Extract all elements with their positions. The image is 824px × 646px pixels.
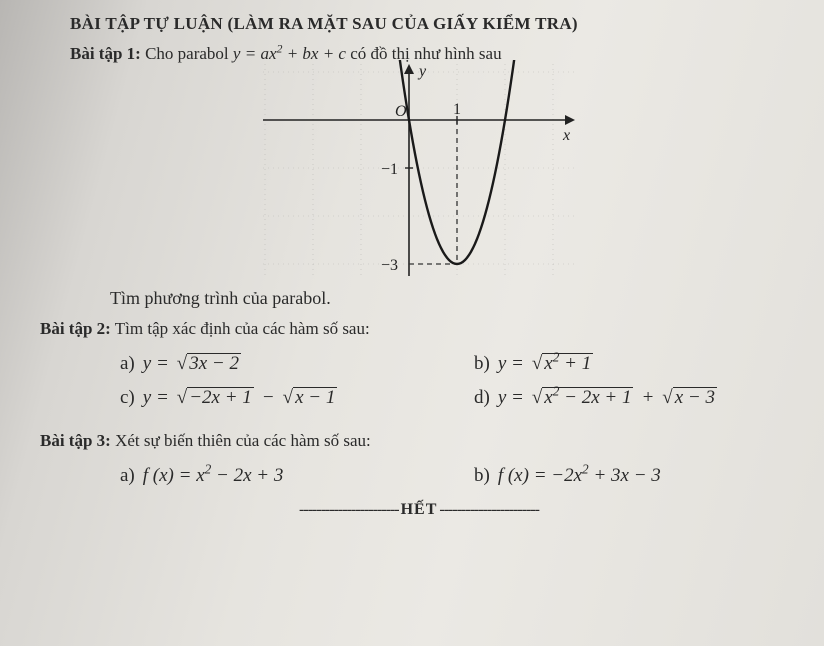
ex2-option-d: d) y = √x2 − 2x + 1 + √x − 3 bbox=[474, 387, 788, 409]
opt-lhs: y = bbox=[498, 387, 524, 409]
ex1-text-before: Cho parabol bbox=[145, 44, 233, 63]
svg-text:−3: −3 bbox=[381, 257, 398, 274]
opt-tag: c) bbox=[120, 387, 135, 409]
opt-expr: f (x) = −2x2 + 3x − 3 bbox=[498, 465, 661, 487]
opt-lhs: y = bbox=[143, 353, 169, 375]
ex3-text: Xét sự biến thiên của các hàm số sau: bbox=[115, 431, 371, 450]
opt-tag: a) bbox=[120, 353, 135, 375]
opt-tag: b) bbox=[474, 465, 490, 487]
svg-text:y: y bbox=[417, 63, 427, 80]
rad-body: −2x + 1 bbox=[189, 387, 252, 408]
ex3-option-b: b) f (x) = −2x2 + 3x − 3 bbox=[474, 465, 788, 487]
opt-tag: a) bbox=[120, 465, 135, 487]
ex3-label: Bài tập 3: bbox=[40, 431, 111, 450]
sqrt-expr: √x2 + 1 bbox=[532, 353, 593, 375]
rad-body: x − 3 bbox=[675, 387, 715, 408]
ex1-task: Tìm phương trình của parabol. bbox=[110, 288, 798, 309]
opt-tag: b) bbox=[474, 353, 490, 375]
sqrt-expr: √−2x + 1 bbox=[177, 387, 254, 409]
ex2-option-b: b) y = √x2 + 1 bbox=[474, 353, 788, 375]
ex2-text: Tìm tập xác định của các hàm số sau: bbox=[115, 319, 370, 338]
ex1-label: Bài tập 1: bbox=[70, 44, 141, 63]
rad-body: 3x − 2 bbox=[189, 353, 239, 374]
exercise-2-heading: Bài tập 2: Tìm tập xác định của các hàm … bbox=[40, 319, 798, 339]
minus: − bbox=[262, 387, 275, 409]
rad-body: x − 1 bbox=[295, 387, 335, 408]
svg-text:−1: −1 bbox=[381, 161, 398, 178]
opt-lhs: y = bbox=[143, 387, 169, 409]
dash-right: ----------------------- bbox=[439, 501, 539, 519]
parabola-chart: y x O 1 −1 −3 bbox=[259, 60, 579, 280]
chart-container: y x O 1 −1 −3 bbox=[40, 60, 798, 280]
sqrt-expr: √x − 3 bbox=[662, 387, 717, 409]
exercise-3-heading: Bài tập 3: Xét sự biến thiên của các hàm… bbox=[40, 431, 798, 451]
dash-left: ----------------------- bbox=[299, 501, 399, 519]
ex2-label: Bài tập 2: bbox=[40, 319, 111, 338]
ex3-option-a: a) f (x) = x2 − 2x + 3 bbox=[120, 465, 434, 487]
plus: + bbox=[641, 387, 654, 409]
ex2-option-a: a) y = √3x − 2 bbox=[120, 353, 434, 375]
svg-text:x: x bbox=[562, 127, 570, 144]
sqrt-expr: √3x − 2 bbox=[177, 353, 241, 375]
svg-text:1: 1 bbox=[453, 101, 461, 118]
opt-tag: d) bbox=[474, 387, 490, 409]
ex2-options: a) y = √3x − 2 b) y = √x2 + 1 c) y = √−2… bbox=[120, 353, 788, 409]
page-title: BÀI TẬP TỰ LUẬN (LÀM RA MẶT SAU CỦA GIẤY… bbox=[70, 14, 798, 34]
het-label: HẾT bbox=[401, 501, 438, 519]
opt-expr: f (x) = x2 − 2x + 3 bbox=[143, 465, 284, 487]
sqrt-expr: √x2 − 2x + 1 bbox=[532, 387, 634, 409]
svg-text:O: O bbox=[395, 103, 407, 120]
opt-lhs: y = bbox=[498, 353, 524, 375]
ex2-option-c: c) y = √−2x + 1 − √x − 1 bbox=[120, 387, 434, 409]
ex3-options: a) f (x) = x2 − 2x + 3 b) f (x) = −2x2 +… bbox=[120, 465, 788, 487]
footer-end: ----------------------- HẾT ------------… bbox=[40, 501, 798, 519]
sqrt-expr: √x − 1 bbox=[283, 387, 338, 409]
